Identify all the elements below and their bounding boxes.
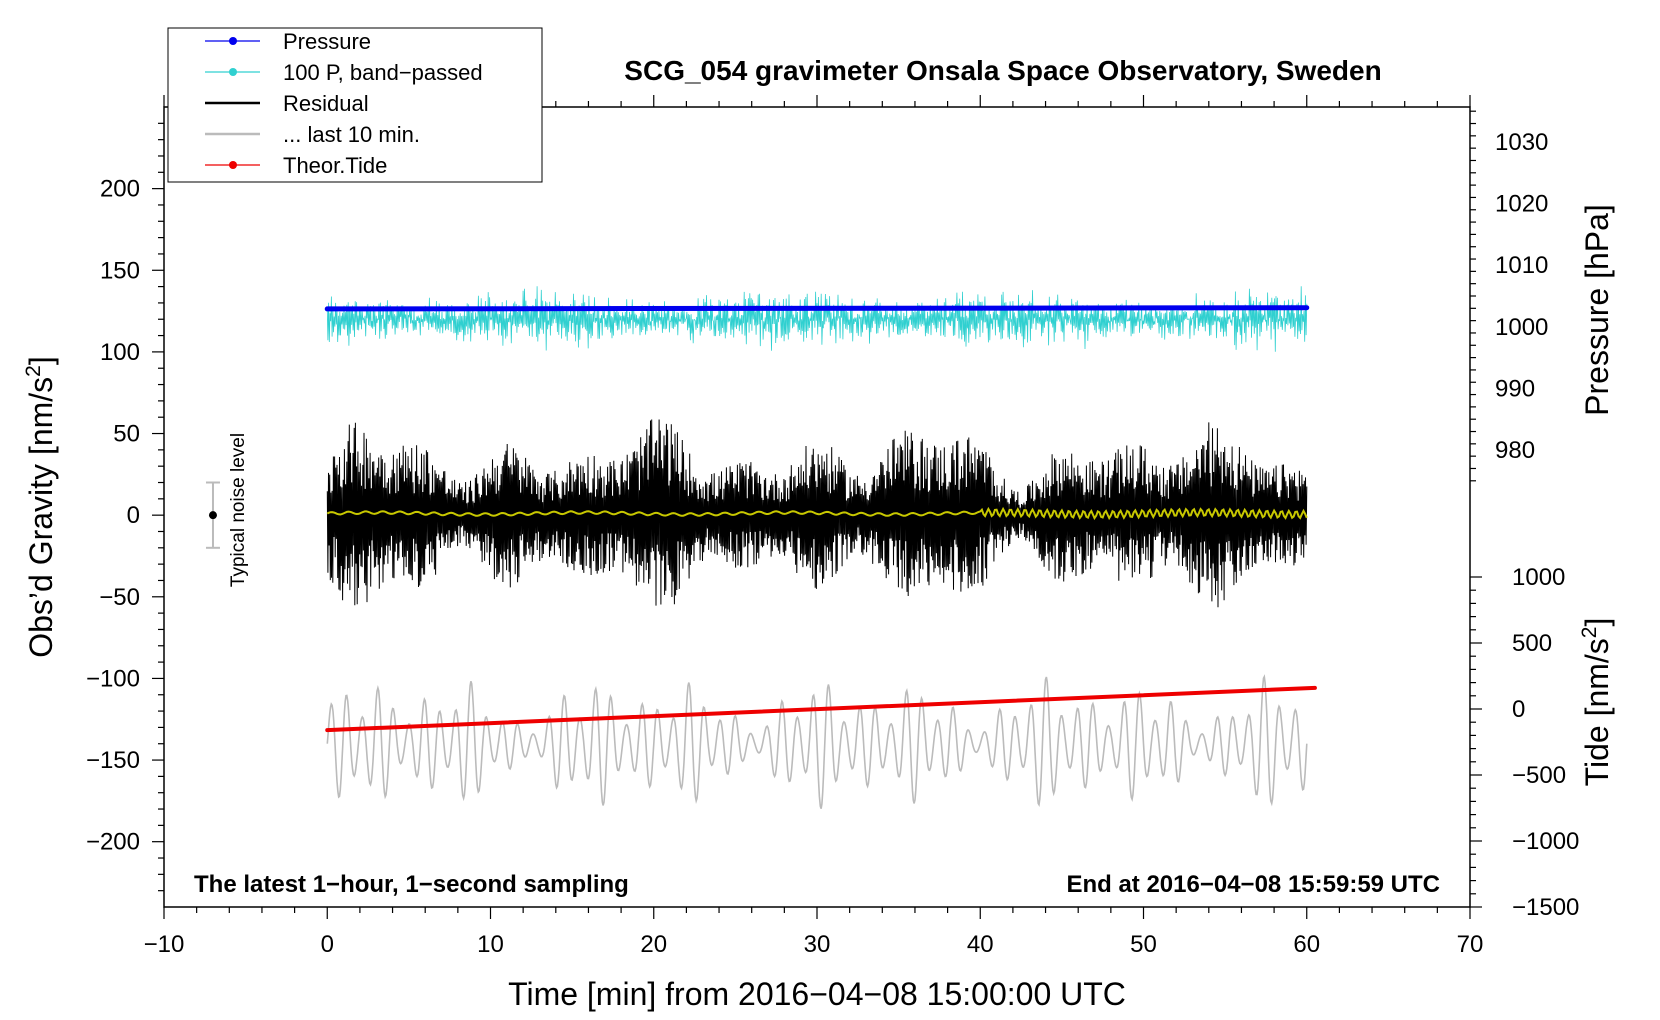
chart-title: SCG_054 gravimeter Onsala Space Observat…: [624, 55, 1381, 86]
y-tide-tick-label: −1000: [1512, 828, 1579, 855]
y-pressure-tick-label: 980: [1495, 437, 1535, 464]
legend-marker: [229, 68, 237, 76]
y-axis-label-pressure: Pressure [hPa]: [1579, 204, 1615, 416]
y-pressure-tick-label: 990: [1495, 375, 1535, 402]
y-tide-tick-label: 0: [1512, 696, 1525, 723]
y-label-tide-main: Tide [nm/s: [1579, 638, 1615, 786]
y-left-tick-label: 50: [113, 421, 140, 448]
annotation-sampling: The latest 1−hour, 1−second sampling: [194, 871, 629, 898]
y-axis-tide: 1000 500 0 −500 −1000 −1500: [1470, 564, 1579, 921]
y-left-tick-label: −150: [86, 747, 140, 774]
annotation-end-time: End at 2016−04−08 15:59:59 UTC: [1066, 871, 1440, 898]
legend-label: Theor.Tide: [283, 153, 387, 178]
legend-marker: [229, 161, 237, 169]
y-tide-tick-label: −1500: [1512, 894, 1579, 921]
series-residual-smoothed: [326, 506, 1308, 521]
x-tick-label: 20: [640, 931, 667, 958]
x-tick-label: 50: [1130, 931, 1157, 958]
y-left-tick-label: −100: [86, 665, 140, 692]
y-left-tick-label: −200: [86, 829, 140, 856]
y-left-tick-label: 200: [100, 176, 140, 203]
y-pressure-tick-label: 1030: [1495, 129, 1548, 156]
noise-indicator: Typical noise level: [205, 433, 249, 587]
x-tick-label: 40: [967, 931, 994, 958]
series-pressure: [324, 305, 1310, 312]
y-pressure-tick-label: 1000: [1495, 314, 1548, 341]
series-theoretical-tide: [325, 685, 1317, 733]
y-pressure-tick-label: 1010: [1495, 252, 1548, 279]
y-tide-tick-label: 1000: [1512, 564, 1565, 591]
y-axis-label-gravity: Obs’d Gravity [nm/s2]: [22, 356, 59, 658]
y-tide-tick-label: 500: [1512, 630, 1552, 657]
y-left-tick-label: 100: [100, 339, 140, 366]
legend-label: Residual: [283, 91, 369, 116]
x-axis-label: Time [min] from 2016−04−08 15:00:00 UTC: [508, 976, 1126, 1012]
legend-label: 100 P, band−passed: [283, 60, 483, 85]
x-tick-label: −10: [144, 931, 185, 958]
y-left-tick-label: −50: [99, 584, 140, 611]
y-left-tick-label: 150: [100, 257, 140, 284]
x-tick-label: 10: [477, 931, 504, 958]
legend-label: ... last 10 min.: [283, 122, 420, 147]
series-last-10-min: [326, 674, 1308, 809]
y-label-tide-close: ]: [1579, 618, 1615, 627]
legend-entries: Pressure 100 P, band−passed Residual ... la…: [205, 29, 483, 178]
y-axis-label-tide: Tide [nm/s2]: [1578, 618, 1615, 787]
x-tick-label: 0: [321, 931, 334, 958]
y-tide-tick-label: −500: [1512, 762, 1566, 789]
y-left-tick-label: 0: [127, 502, 140, 529]
x-tick-label: 60: [1293, 931, 1320, 958]
series-residual: [326, 419, 1308, 608]
y-axis-gravity: 200 150 100 50 0 −50 −100 −150 −200: [86, 122, 164, 892]
series-band-passed-pressure: [326, 286, 1308, 352]
noise-label: Typical noise level: [228, 433, 249, 587]
x-tick-label: 30: [804, 931, 831, 958]
legend: Pressure 100 P, band−passed Residual ... la…: [167, 27, 543, 183]
noise-center-dot: [208, 511, 217, 520]
series-layer: [324, 286, 1317, 809]
legend-label: Pressure: [283, 29, 371, 54]
y-label-gravity-sup: 2: [22, 365, 45, 377]
y-label-tide-sup: 2: [1578, 627, 1601, 639]
y-label-gravity-main: Obs’d Gravity [nm/s: [23, 377, 59, 658]
legend-box: [167, 27, 543, 183]
legend-marker: [229, 37, 237, 45]
x-tick-label: 70: [1457, 931, 1484, 958]
y-pressure-tick-label: 1020: [1495, 191, 1548, 218]
y-label-gravity-close: ]: [23, 356, 59, 365]
y-axis-pressure: 1030 1020 1010 1000 990 980: [1470, 110, 1548, 482]
